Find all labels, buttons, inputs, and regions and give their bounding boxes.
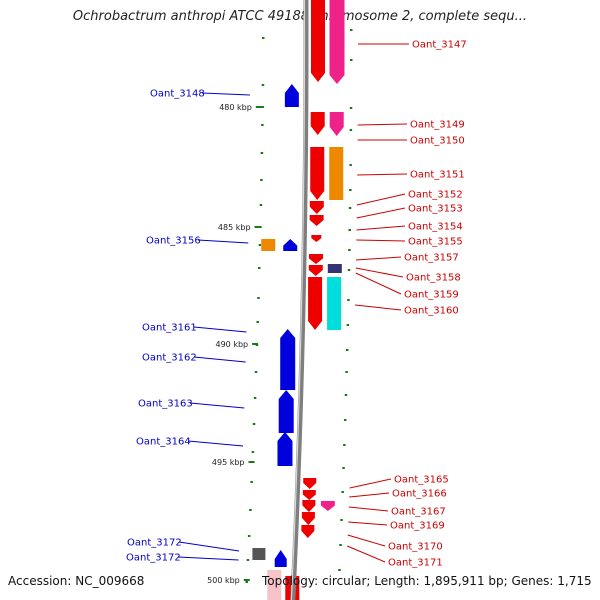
gene-label[interactable]: Oant_3162: [142, 353, 197, 364]
gene-oant-3166[interactable]: [302, 490, 316, 500]
gene-label[interactable]: Oant_3147: [412, 40, 467, 51]
gene-oant-3151[interactable]: [310, 147, 325, 200]
gene-oant-3156[interactable]: [283, 239, 298, 251]
label-leader: [201, 92, 250, 96]
label-leader: [355, 256, 402, 261]
map-title: Ochrobactrum anthropi ATCC 49188 chromos…: [72, 9, 528, 24]
label-leader: [347, 534, 386, 547]
label-leader: [178, 541, 240, 552]
kbp-label: 480 kbp: [219, 103, 252, 112]
gene-oant-3163[interactable]: [278, 390, 294, 433]
gene-oant-3164[interactable]: [277, 432, 293, 466]
gene-label[interactable]: Oant_3152: [408, 190, 463, 201]
label-leader: [356, 193, 406, 206]
gene-oant-3168[interactable]: [320, 501, 335, 511]
gene-label[interactable]: Oant_3157: [404, 253, 459, 264]
label-leader: [357, 123, 408, 126]
gene-label[interactable]: Oant_3151: [410, 170, 465, 181]
gene-label[interactable]: Oant_3164: [136, 437, 191, 448]
label-leader: [177, 556, 239, 561]
gene-label[interactable]: Oant_3149: [410, 120, 465, 131]
gene-oant-3169[interactable]: [301, 512, 315, 525]
gene-oant-3158[interactable]: [308, 265, 323, 276]
accession-text: Accession: NC_009668: [8, 574, 145, 588]
gene-oant-3150[interactable]: [329, 112, 344, 136]
kbp-label: 485 kbp: [218, 223, 251, 232]
backbone-line: [290, 0, 309, 600]
gene-label[interactable]: Oant_3161: [142, 323, 197, 334]
gene-label[interactable]: Oant_3158: [406, 273, 461, 284]
gene-oant-3153[interactable]: [309, 201, 324, 214]
kbp-label: 490 kbp: [216, 340, 249, 349]
backbone-highlight: [290, 0, 306, 600]
label-leader: [347, 545, 386, 563]
label-leader: [193, 326, 247, 333]
gene-oant-3154[interactable]: [309, 215, 324, 226]
gene-oant-3152[interactable]: [329, 147, 344, 200]
gene-oant-3167[interactable]: [302, 500, 316, 512]
gene-label[interactable]: Oant_3169: [390, 521, 445, 532]
gene-oant-3161[interactable]: [280, 329, 296, 390]
gene-oant-3165[interactable]: [303, 478, 317, 489]
label-leader: [348, 521, 388, 526]
gene-label[interactable]: Oant_3154: [408, 222, 463, 233]
gene-label[interactable]: Oant_3166: [392, 489, 447, 500]
gene-label[interactable]: Oant_3167: [391, 507, 446, 518]
label-leader: [354, 304, 402, 311]
gene-oant-3170[interactable]: [301, 525, 315, 538]
gene-label[interactable]: Oant_3153: [408, 204, 463, 215]
label-leader: [189, 402, 245, 409]
gene-label[interactable]: Oant_3165: [394, 475, 449, 486]
gene-label[interactable]: Oant_3170: [388, 542, 443, 553]
gene-oant-3148[interactable]: [284, 84, 299, 107]
gene-label[interactable]: Oant_3156: [146, 236, 201, 247]
gene-oant-3157[interactable]: [308, 254, 323, 264]
label-leader: [187, 440, 244, 447]
gene-label[interactable]: Oant_3163: [138, 399, 193, 410]
gene-oant-3147[interactable]: [310, 0, 325, 82]
gene-labels: Oant_3147 Oant_3148 Oant_3149 Oant_3150 Oant…: [126, 40, 467, 569]
label-leader: [348, 506, 389, 512]
label-leader: [356, 239, 406, 242]
gene-label[interactable]: Oant_3172: [127, 538, 182, 549]
gene-oant-3171[interactable]: [252, 548, 266, 560]
gene-features: [252, 0, 345, 600]
kbp-scale: 480 kbp 485 kbp 490 kbp 495 kbp 500 kbp: [207, 103, 262, 585]
label-leader: [193, 356, 246, 363]
label-leader: [356, 207, 406, 219]
gene-label[interactable]: Oant_3148: [150, 89, 205, 100]
gene-label[interactable]: Oant_3172: [126, 553, 181, 564]
kbp-label: 500 kbp: [207, 576, 240, 585]
label-leader: [355, 267, 404, 278]
gene-label[interactable]: Oant_3160: [404, 306, 459, 317]
label-leader: [197, 239, 249, 244]
gene-label[interactable]: Oant_3159: [404, 290, 459, 301]
gene-oant-3156[interactable]: [261, 239, 276, 251]
gene-label[interactable]: Oant_3171: [388, 558, 443, 569]
gene-oant-3160[interactable]: [327, 277, 342, 330]
gene-oant-3158[interactable]: [327, 264, 342, 273]
kbp-label: 495 kbp: [212, 458, 245, 467]
chromosome-backbone: [290, 0, 309, 600]
label-leader: [356, 225, 406, 231]
gene-oant-3147[interactable]: [329, 0, 345, 84]
label-leader: [349, 478, 392, 489]
gene-oant-3159[interactable]: [308, 277, 323, 330]
gene-oant-3149[interactable]: [310, 112, 325, 135]
topology-text: Topology: circular; Length: 1,895,911 bp…: [262, 574, 592, 588]
label-leader: [349, 492, 390, 498]
gene-oant-3172[interactable]: [274, 550, 287, 567]
gene-label[interactable]: Oant_3155: [408, 237, 463, 248]
gene-partial: [267, 570, 282, 600]
label-leader: [355, 272, 402, 295]
gene-label[interactable]: Oant_3150: [410, 136, 465, 147]
label-leader: [357, 173, 408, 176]
gene-oant-3155[interactable]: [311, 235, 322, 242]
